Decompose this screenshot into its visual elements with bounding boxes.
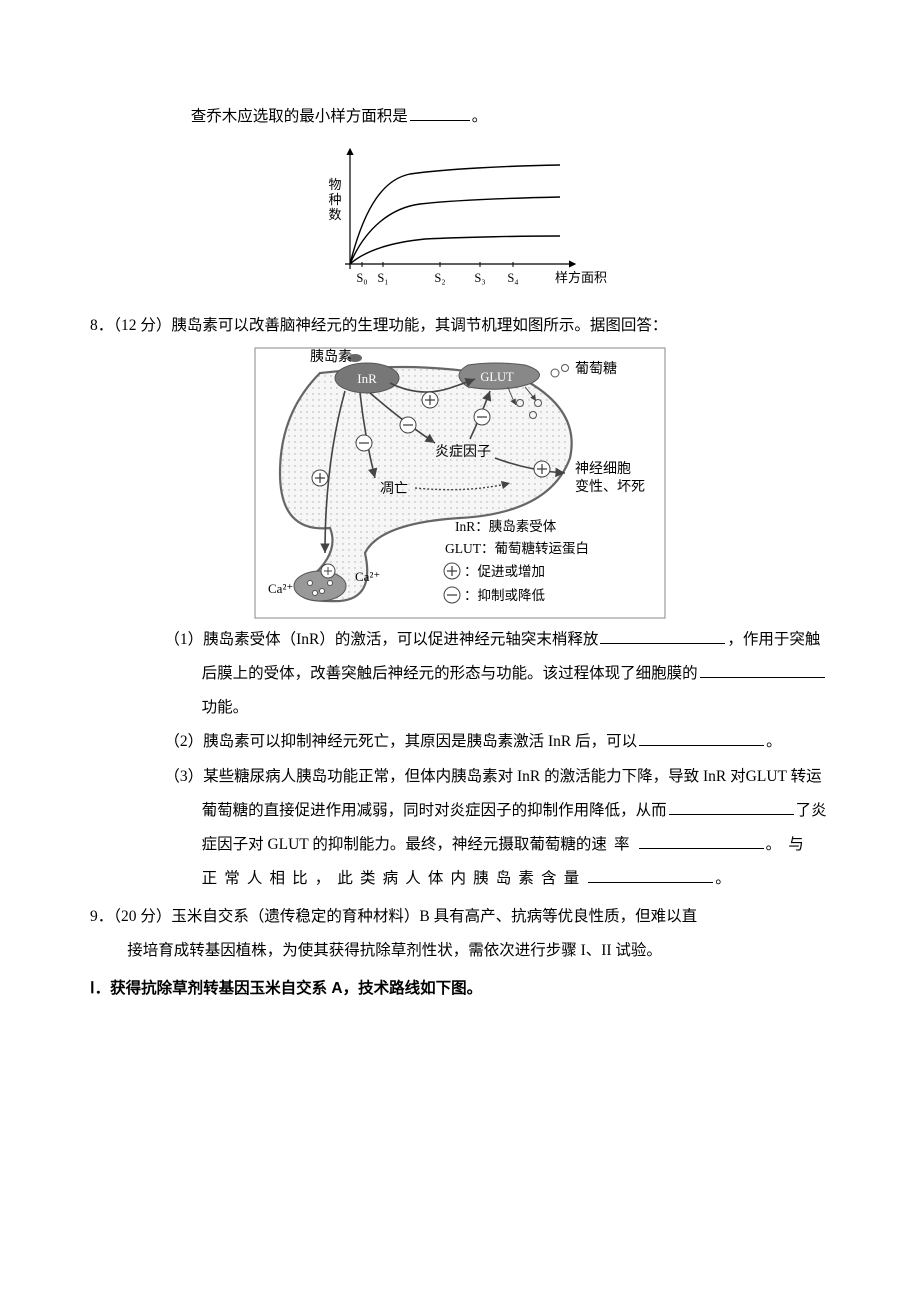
tick-s3: S₃	[474, 271, 485, 285]
insulin-diagram: InR 胰岛素 GLUT 葡萄糖 炎症因子	[90, 343, 830, 623]
q8-sub2a: （2）胰岛素可以抑制神经元死亡，其原因是胰岛素激活 InR 后，可以	[164, 733, 637, 750]
leg4: ：抑制或降低	[464, 588, 545, 603]
xlabel: 样方面积	[555, 270, 607, 285]
q8-sub2-blank	[639, 745, 764, 746]
q8-sub3: （3）某些糖尿病人胰岛功能正常，但体内胰岛素对 InR 的激活能力下降，导致 I…	[127, 760, 830, 896]
inflam-label: 炎症因子	[435, 444, 491, 460]
q9-bold: Ⅰ．获得抗除草剂转基因玉米自交系 A，技术路线如下图。	[90, 972, 830, 1006]
q8-sub1-blank2	[700, 677, 825, 678]
q8-sub1-blank1	[600, 643, 725, 644]
leg1: InR：胰岛素受体	[455, 519, 557, 534]
q9-a: 玉米自交系（遗传稳定的育种材料）B 具有高产、抗病等优良性质，但难以直	[171, 908, 697, 925]
q8-sub3a: （3）某些糖尿病人胰岛功能正常，但体内胰岛素对 InR 的激活能力下降，导致 I…	[164, 768, 745, 785]
curve-top	[350, 165, 560, 264]
tick-s0: S₀	[356, 271, 367, 285]
ylabel-3: 数	[328, 207, 341, 222]
q8-sub1: （1）胰岛素受体（InR）的激活，可以促进神经元轴突末梢释放，作用于突触后膜上的…	[127, 623, 830, 725]
q9-num: 9．（20 分）	[90, 908, 171, 925]
q9-b: 接培育成转基因植株，为使其获得抗除草剂性状，需依次进行步骤 I、II 试验。	[127, 942, 662, 959]
q8-sub3-blank2	[639, 848, 764, 849]
ylabel-2: 种	[328, 192, 341, 207]
nerve-label2: 变性、坏死	[575, 479, 645, 495]
insulin-label: 胰岛素	[310, 349, 352, 365]
leg3: ：促进或增加	[464, 564, 545, 579]
tick-s1: S₁	[377, 271, 388, 285]
q8-sub3-blank1	[669, 814, 794, 815]
q8-text: 胰岛素可以改善脑神经元的生理功能，其调节机理如图所示。据图回答：	[171, 317, 667, 334]
glucose-label: 葡萄糖	[575, 361, 617, 377]
curve-mid	[350, 197, 560, 264]
line1-suffix: 。	[472, 108, 488, 125]
tick-s2: S₂	[434, 271, 445, 285]
leg2: GLUT：葡萄糖转运蛋白	[445, 541, 589, 556]
q8-sub3d: 速率	[591, 836, 636, 853]
nerve-label1: 神经细胞	[575, 461, 631, 477]
glut-label: GLUT	[480, 370, 514, 384]
q9: 9．（20 分）玉米自交系（遗传稳定的育种材料）B 具有高产、抗病等优良性质，但…	[90, 900, 830, 968]
diagram-svg: InR 胰岛素 GLUT 葡萄糖 炎症因子	[250, 343, 670, 623]
line1-blank	[410, 120, 470, 121]
species-area-chart: 物 种 数 S₀ S₁ S₂ S₃ S₄ 样方面积	[90, 134, 830, 309]
ca-label2: Ca²⁺	[355, 569, 380, 584]
q8-sub1d: 功能。	[202, 699, 249, 716]
line1-prefix: 查乔木应选取的最小样方面积是	[191, 108, 408, 125]
chart-svg: 物 种 数 S₀ S₁ S₂ S₃ S₄ 样方面积	[295, 134, 625, 309]
inr-label: InR	[357, 371, 377, 386]
q8-intro: 8．（12 分）胰岛素可以改善脑神经元的生理功能，其调节机理如图所示。据图回答：	[90, 309, 830, 343]
vesicle-area	[294, 571, 346, 601]
q8-sub2b: 。	[766, 733, 782, 750]
apop-label: 凋亡	[380, 481, 408, 497]
ca-label: Ca²⁺	[268, 581, 293, 596]
q8-sub3e: 。	[715, 870, 731, 887]
curve-bot	[350, 236, 560, 264]
q8-sub1a: （1）胰岛素受体（InR）的激活，可以促进神经元轴突末梢释放	[164, 631, 598, 648]
q8-sub2: （2）胰岛素可以抑制神经元死亡，其原因是胰岛素激活 InR 后，可以 。	[127, 725, 830, 759]
tick-s4: S₄	[507, 271, 518, 285]
ylabel-1: 物	[328, 177, 341, 192]
q8-num: 8．（12 分）	[90, 317, 171, 334]
q8-sub3-blank3	[588, 882, 713, 883]
q8-sub1b: ，作	[727, 631, 758, 648]
